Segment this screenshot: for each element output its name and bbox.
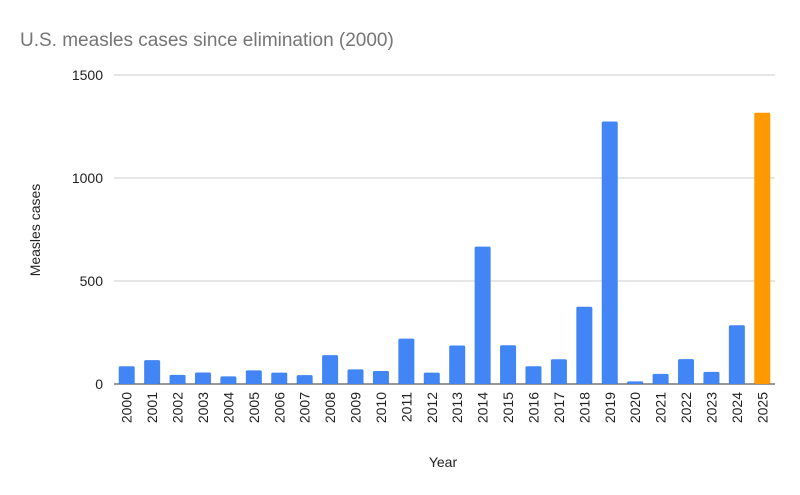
bar-2018 [576, 306, 593, 384]
bar-2010 [372, 371, 389, 384]
x-tick-label: 2001 [144, 392, 160, 423]
x-tick-label: 2015 [500, 392, 516, 423]
bar-2024 [728, 325, 745, 384]
x-tick-label: 2017 [551, 392, 567, 423]
x-tick-label: 2018 [576, 392, 592, 423]
x-tick-label: 2006 [271, 392, 287, 423]
bar-2005 [245, 370, 262, 384]
x-tick-label: 2020 [627, 392, 643, 423]
chart-title: U.S. measles cases since elimination (20… [20, 30, 394, 51]
x-tick-label: 2024 [729, 392, 745, 423]
x-tick-label: 2021 [653, 392, 669, 423]
x-tick-label: 2003 [195, 392, 211, 423]
bar-2000 [118, 366, 135, 384]
bar-2019 [601, 121, 618, 384]
bar-2011 [398, 338, 415, 384]
bar-2003 [194, 372, 211, 384]
x-tick-label: 2016 [525, 392, 541, 423]
x-tick-label: 2004 [220, 392, 236, 423]
bar-2013 [449, 345, 466, 384]
y-tick-label: 500 [80, 273, 104, 289]
bar-2025 [754, 112, 771, 384]
y-tick-label: 1500 [72, 67, 103, 83]
x-tick-label: 2025 [754, 392, 770, 423]
bar-2004 [220, 376, 237, 384]
y-axis-label: Measles cases [27, 184, 43, 277]
bar-2023 [703, 371, 720, 384]
bar-2020 [627, 381, 644, 384]
x-tick-label: 2022 [678, 392, 694, 423]
x-tick-label: 2000 [119, 392, 135, 423]
bar-2008 [322, 355, 339, 384]
x-axis-label: Year [429, 454, 458, 470]
x-tick-label: 2008 [322, 392, 338, 423]
bar-2015 [500, 345, 517, 384]
x-tick-label: 2014 [475, 392, 491, 423]
bar-2009 [347, 369, 364, 384]
x-tick-label: 2007 [297, 392, 313, 423]
bar-2002 [169, 374, 186, 384]
bar-2012 [423, 372, 440, 384]
bar-2007 [296, 375, 313, 384]
bar-2017 [550, 359, 567, 384]
y-tick-label: 1000 [72, 170, 103, 186]
y-tick-label: 0 [95, 376, 103, 392]
bar-2006 [271, 372, 288, 384]
bar-2022 [678, 359, 695, 384]
bar-2016 [525, 366, 542, 384]
x-tick-label: 2019 [602, 392, 618, 423]
x-tick-label: 2013 [449, 392, 465, 423]
bar-2021 [652, 373, 669, 384]
bar-2014 [474, 246, 491, 384]
x-tick-label: 2005 [246, 392, 262, 423]
x-tick-label: 2002 [170, 392, 186, 423]
x-tick-label: 2009 [348, 392, 364, 423]
x-tick-label: 2012 [424, 392, 440, 423]
x-tick-label: 2011 [398, 392, 414, 422]
x-tick-label: 2023 [703, 392, 719, 423]
bar-2001 [144, 360, 161, 384]
x-tick-label: 2010 [373, 392, 389, 423]
